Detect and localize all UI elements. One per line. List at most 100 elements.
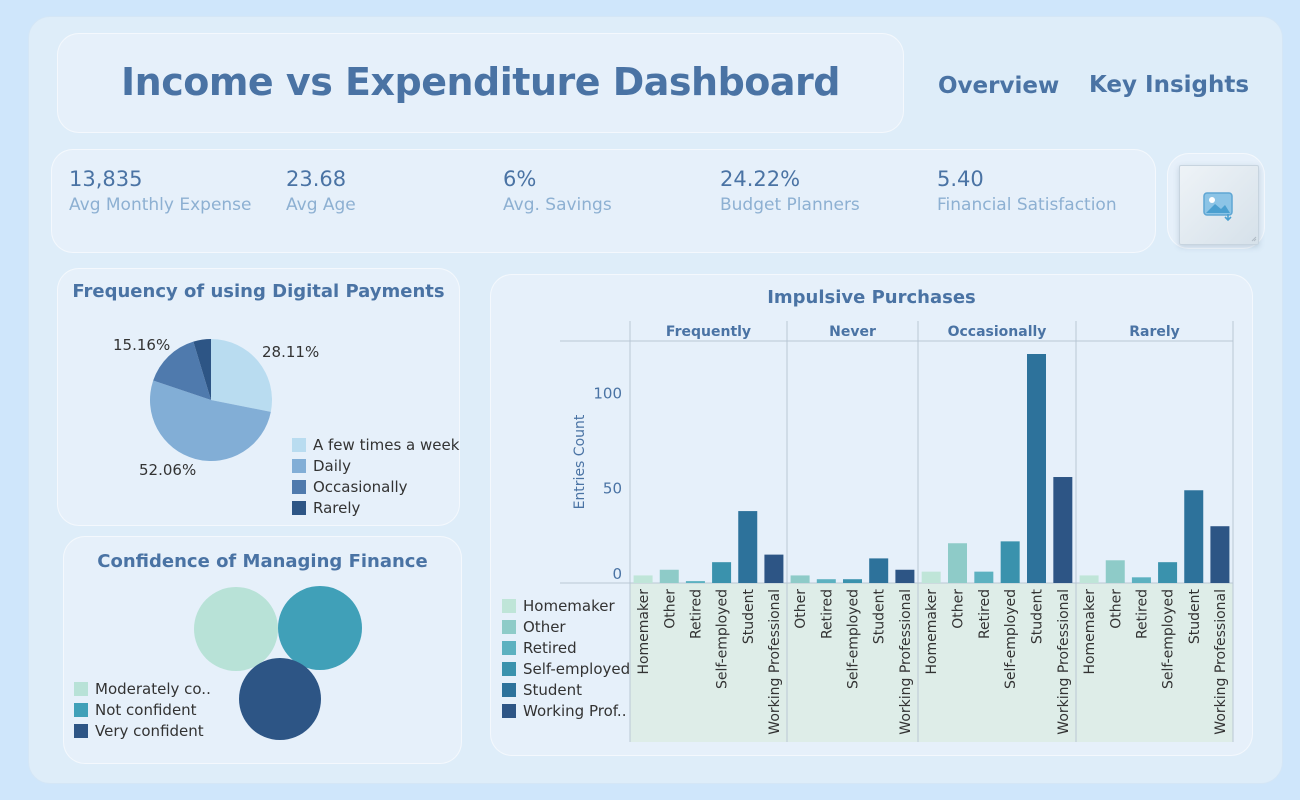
kpi-label: Avg. Savings — [503, 195, 612, 215]
kpi-budget-planners: 24.22% Budget Planners — [720, 167, 860, 215]
legend-item[interactable]: Rarely — [292, 497, 459, 518]
nav-overview[interactable]: Overview — [938, 73, 1060, 99]
legend-item[interactable]: Student — [502, 679, 630, 700]
kpi-value: 5.40 — [937, 167, 984, 191]
bar[interactable] — [974, 571, 994, 583]
bar[interactable] — [1158, 562, 1178, 583]
x-tick-label: Self-employed — [715, 589, 731, 689]
legend-swatch — [292, 458, 306, 473]
confidence-bubbles — [194, 586, 362, 740]
y-tick-label: 0 — [612, 565, 622, 583]
legend-label: Daily — [313, 456, 351, 475]
pie-slice-rarely[interactable] — [193, 339, 211, 400]
x-tick-label: Working Professional — [1056, 589, 1072, 735]
legend-swatch — [502, 640, 516, 655]
pie-slice-daily[interactable] — [150, 380, 271, 461]
bar[interactable] — [685, 581, 705, 583]
bar[interactable] — [948, 543, 967, 583]
bar[interactable] — [816, 579, 836, 583]
bar[interactable] — [1000, 541, 1020, 583]
legend-item[interactable]: A few times a week — [292, 434, 459, 455]
legend-label: Not confident — [95, 700, 197, 719]
y-axis-title: Entries Count — [572, 414, 588, 509]
x-tick-label: Student — [741, 589, 757, 645]
digital-payments-pie — [150, 339, 272, 461]
x-tick-label: Retired — [977, 589, 993, 639]
pie-label-occasionally: 15.16% — [113, 336, 171, 354]
legend-item[interactable]: Moderately co.. — [74, 678, 211, 699]
legend-item[interactable]: Self-employed — [502, 658, 630, 679]
image-icon — [1203, 192, 1257, 242]
kpi-label: Avg Age — [286, 195, 356, 215]
legend-item[interactable]: Retired — [502, 637, 630, 658]
x-tick-label: Retired — [819, 589, 835, 639]
kpi-avg-monthly-expense: 13,835 Avg Monthly Expense — [69, 167, 252, 215]
bar[interactable] — [764, 554, 784, 583]
facet-header: Occasionally — [948, 324, 1047, 340]
x-tick-label: Working Professional — [898, 589, 914, 735]
legend-item[interactable]: Other — [502, 616, 630, 637]
kpi-label: Avg Monthly Expense — [69, 195, 252, 215]
bar[interactable] — [921, 571, 941, 583]
confidence-panel: Confidence of Managing Finance Moderatel… — [63, 536, 462, 764]
kpi-financial-satisfaction: 5.40 Financial Satisfaction — [937, 167, 1117, 215]
legend-item[interactable]: Daily — [292, 455, 459, 476]
bubble-moderately-confident[interactable] — [194, 587, 278, 671]
bubble-very-confident[interactable] — [239, 658, 321, 740]
bar[interactable] — [712, 562, 732, 583]
legend-label: Self-employed — [523, 659, 631, 678]
legend-swatch — [502, 619, 516, 634]
title-panel: Income vs Expenditure Dashboard — [57, 33, 904, 133]
kpi-value: 24.22% — [720, 167, 801, 191]
impulsive-purchases-panel: Impulsive Purchases Entries Count 0 50 100 F… — [490, 274, 1253, 756]
bar[interactable] — [633, 575, 653, 583]
legend-label: Retired — [523, 638, 577, 657]
y-tick-label: 100 — [593, 385, 622, 403]
bar[interactable] — [895, 569, 915, 583]
legend-swatch — [502, 661, 516, 676]
legend-label: Student — [523, 680, 583, 699]
bar[interactable] — [1105, 560, 1125, 583]
kpi-label: Budget Planners — [720, 195, 860, 215]
bar[interactable] — [1184, 490, 1204, 583]
bar[interactable] — [869, 558, 889, 583]
legend-label: Occasionally — [313, 477, 408, 496]
digital-payments-legend: A few times a week Daily Occasionally Ra… — [292, 434, 459, 518]
legend-item[interactable]: Homemaker — [502, 595, 630, 616]
bar[interactable] — [659, 569, 679, 583]
bar[interactable] — [1079, 575, 1099, 583]
bar[interactable] — [790, 575, 810, 583]
bar[interactable] — [738, 511, 758, 583]
bar[interactable] — [1053, 477, 1073, 583]
pie-slice-a-few-times-a-week[interactable] — [211, 339, 272, 412]
legend-item[interactable]: Not confident — [74, 699, 211, 720]
bubble-not-confident[interactable] — [278, 586, 362, 670]
legend-swatch — [502, 598, 516, 613]
kpi-avg-savings: 6% Avg. Savings — [503, 167, 612, 215]
bar[interactable] — [843, 579, 862, 583]
bar[interactable] — [1131, 577, 1151, 583]
kpi-avg-age: 23.68 Avg Age — [286, 167, 356, 215]
impulsive-bar-chart: Entries Count 0 50 100 Frequently Homemaker Ot… — [560, 321, 1234, 742]
legend-item[interactable]: Working Prof.. — [502, 700, 630, 721]
legend-swatch — [502, 703, 516, 718]
legend-label: A few times a week — [313, 435, 460, 454]
x-tick-label: Student — [1187, 589, 1203, 645]
x-tick-label: Self-employed — [1003, 589, 1019, 689]
digital-payments-title: Frequency of using Digital Payments — [72, 281, 445, 302]
pie-label-a-few-times: 28.11% — [262, 343, 320, 361]
legend-item[interactable]: Very confident — [74, 720, 211, 741]
impulsive-legend: Homemaker Other Retired Self-employed St… — [502, 595, 630, 721]
pie-slice-occasionally[interactable] — [153, 341, 211, 400]
legend-item[interactable]: Occasionally — [292, 476, 459, 497]
bar[interactable] — [1210, 526, 1230, 583]
bar[interactable] — [1027, 354, 1046, 583]
image-thumbnail[interactable] — [1179, 165, 1259, 245]
x-tick-label: Self-employed — [1161, 589, 1177, 689]
facet-header: Frequently — [666, 324, 751, 340]
kpi-value: 6% — [503, 167, 537, 191]
nav-key-insights[interactable]: Key Insights — [1089, 72, 1250, 98]
y-tick-label: 50 — [603, 479, 622, 497]
dashboard-title: Income vs Expenditure Dashboard — [121, 60, 840, 104]
legend-label: Very confident — [95, 721, 204, 740]
